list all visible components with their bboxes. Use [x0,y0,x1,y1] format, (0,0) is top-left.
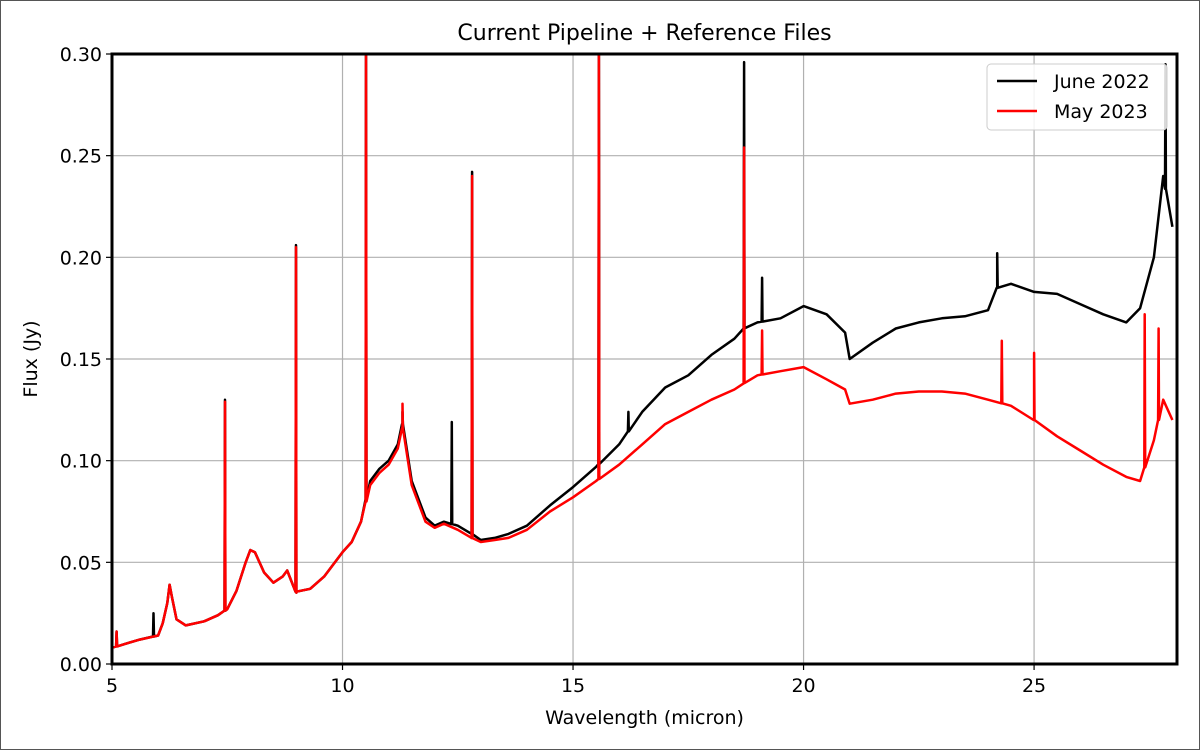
series-layer [111,52,1174,649]
y-tick-label: 0.15 [60,349,102,371]
series-line-june-2022 [111,52,1174,649]
y-axis-label: Flux (Jy) [20,320,42,397]
y-tick-label: 0.05 [60,552,102,574]
x-tick-label: 20 [791,675,815,697]
legend: June 2022 May 2023 [986,63,1168,131]
grid-layer [111,53,1177,665]
legend-label-may-2023: May 2023 [1054,101,1148,123]
y-tick-label: 0.30 [60,44,102,66]
y-tick-label: 0.25 [60,146,102,168]
x-tick-label: 25 [1022,675,1046,697]
legend-label-june-2022: June 2022 [1053,71,1150,93]
x-tick-label: 10 [330,675,354,697]
x-axis-label: Wavelength (micron) [545,707,744,729]
tick-layer: 5 10 15 20 25 0.00 0.05 0.10 0.15 0.20 0.25 0.30 [60,44,1046,697]
x-tick-label: 15 [561,675,585,697]
chart-title: Current Pipeline + Reference Files [457,21,831,46]
series-line-may-2023 [111,52,1174,649]
y-tick-label: 0.20 [60,247,102,269]
y-tick-label: 0.00 [60,654,102,676]
y-tick-label: 0.10 [60,451,102,473]
x-tick-label: 5 [106,675,118,697]
